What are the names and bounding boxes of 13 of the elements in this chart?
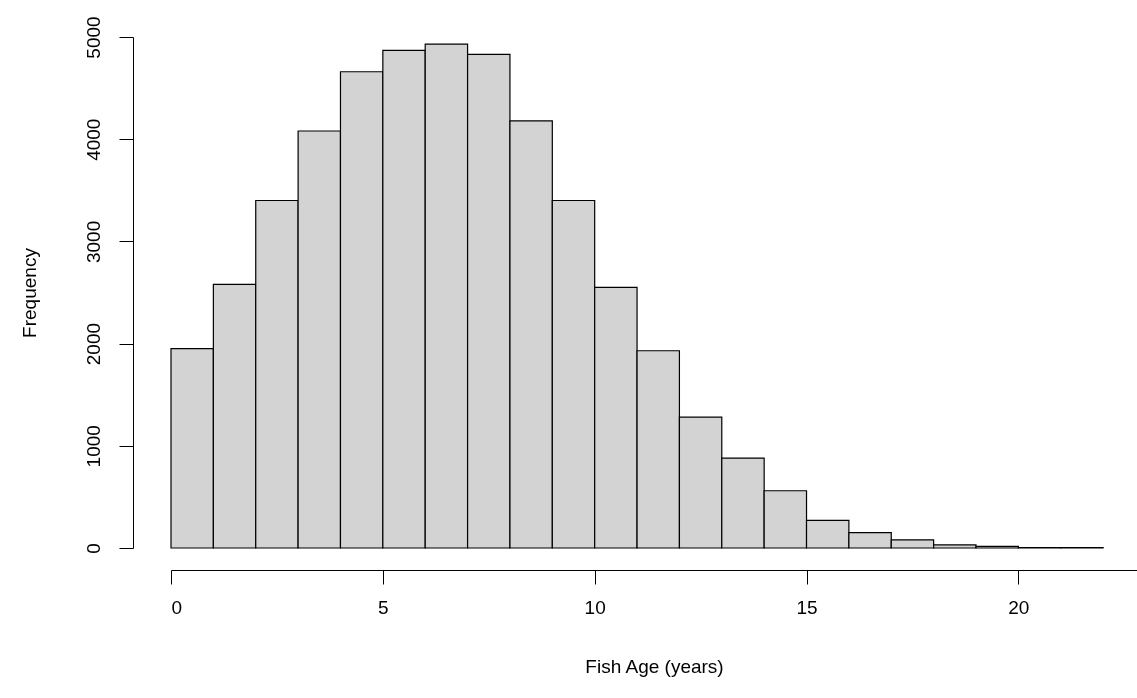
x-tick-label: 20	[1008, 596, 1030, 618]
x-axis-title: Fish Age (years)	[585, 655, 724, 677]
x-tick-label: 5	[378, 596, 389, 618]
x-tick-label: 10	[584, 596, 606, 618]
y-tick-label: 0	[82, 543, 104, 554]
y-axis-title: Frequency	[18, 247, 40, 338]
x-tick-label: 15	[796, 596, 818, 618]
y-tick-label: 1000	[82, 425, 104, 468]
y-tick-label: 4000	[82, 118, 104, 161]
y-tick-label: 3000	[82, 220, 104, 264]
x-tick-label: 0	[171, 596, 183, 618]
y-tick-label: 5000	[82, 16, 104, 59]
y-tick-label: 2000	[82, 322, 104, 366]
